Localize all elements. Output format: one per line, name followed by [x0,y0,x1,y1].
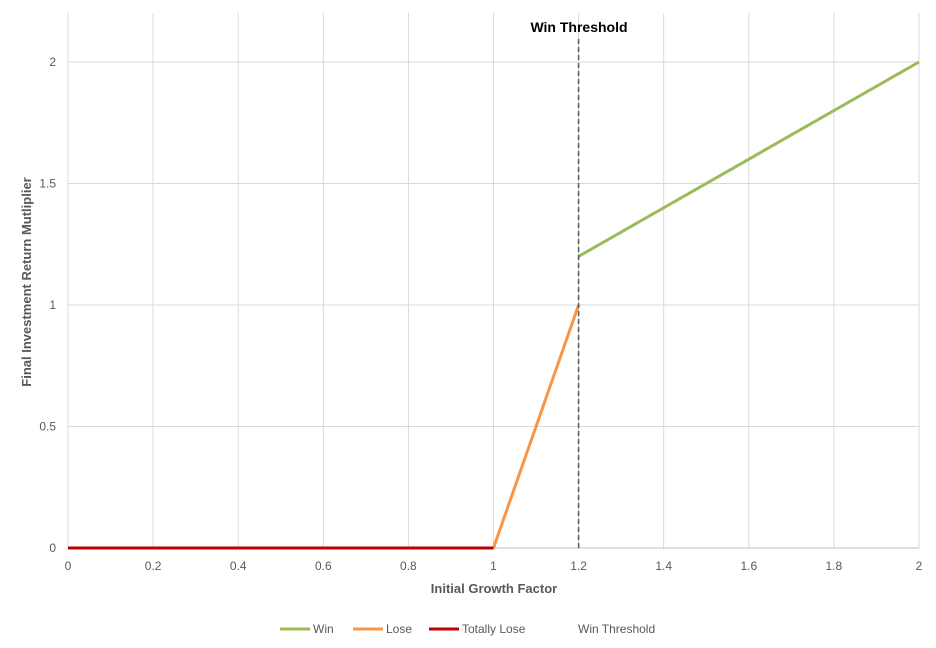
x-tick-label: 1.6 [740,559,757,573]
y-tick-label: 1.5 [39,177,56,191]
x-tick-label: 1.4 [655,559,672,573]
series-lines [68,38,920,550]
legend-label-win-threshold: Win Threshold [578,622,655,636]
legend-label-win: Win [313,622,334,636]
legend-label-lose: Lose [386,622,412,636]
tick-labels: 0 0.2 0.4 0.6 0.8 1 1.2 1.4 1.6 1.8 2 0 0.5 1 1.5 2 [39,55,922,573]
x-tick-label: 0.4 [230,559,247,573]
y-tick-label: 2 [49,55,56,69]
x-tick-label: 0.8 [400,559,417,573]
x-axis-title: Initial Growth Factor [431,581,557,596]
x-tick-label: 0.6 [315,559,332,573]
x-tick-label: 0 [65,559,72,573]
x-tick-label: 1.2 [570,559,587,573]
y-tick-label: 0 [49,541,56,555]
y-tick-label: 1 [49,298,56,312]
gridlines [67,13,920,548]
y-axis-title: Final Investment Return Mutliplier [19,177,34,386]
series-line-win [577,60,920,258]
x-tick-label: 1 [490,559,497,573]
series-line-lose [492,304,581,549]
x-tick-label: 0.2 [145,559,162,573]
x-tick-label: 2 [916,559,923,573]
legend: Win Lose Totally Lose Win Threshold [280,622,655,636]
legend-label-totally-lose: Totally Lose [462,622,526,636]
x-tick-label: 1.8 [826,559,843,573]
annotation-win-threshold: Win Threshold [530,19,627,35]
y-tick-label: 0.5 [39,420,56,434]
